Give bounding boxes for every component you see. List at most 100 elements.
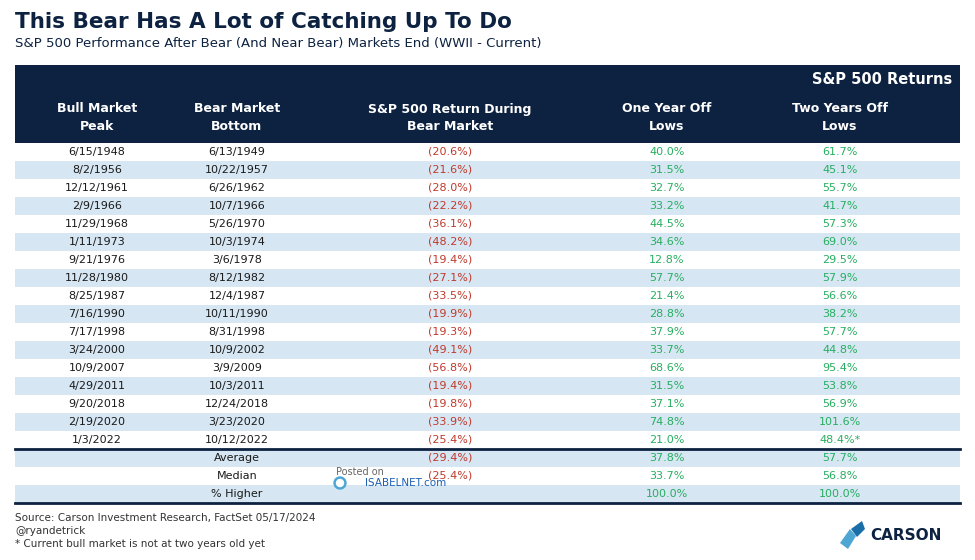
Text: 3/24/2000: 3/24/2000 [68, 345, 126, 355]
Text: 6/13/1949: 6/13/1949 [209, 147, 265, 157]
Text: 31.5%: 31.5% [649, 381, 684, 391]
Text: (20.6%): (20.6%) [428, 147, 472, 157]
Polygon shape [840, 529, 856, 549]
Text: 7/17/1998: 7/17/1998 [68, 327, 126, 337]
Bar [15, 395, 960, 413]
Bar [15, 377, 960, 395]
Text: 12/4/1987: 12/4/1987 [209, 291, 265, 301]
Text: 37.8%: 37.8% [649, 453, 684, 463]
Text: 8/25/1987: 8/25/1987 [68, 291, 126, 301]
Text: 34.6%: 34.6% [649, 237, 684, 247]
Text: 41.7%: 41.7% [822, 201, 858, 211]
Text: 8/12/1982: 8/12/1982 [209, 273, 265, 283]
Text: (56.8%): (56.8%) [428, 363, 472, 373]
Text: S&P 500 Returns: S&P 500 Returns [812, 72, 952, 86]
Text: 57.7%: 57.7% [822, 327, 858, 337]
Text: Source: Carson Investment Research, FactSet 05/17/2024: Source: Carson Investment Research, Fact… [15, 513, 316, 523]
Bar [15, 323, 960, 341]
Text: 10/3/2011: 10/3/2011 [209, 381, 265, 391]
Polygon shape [851, 521, 865, 537]
Text: 55.7%: 55.7% [822, 183, 858, 193]
Text: Lows: Lows [822, 120, 858, 133]
Text: 11/29/1968: 11/29/1968 [65, 219, 129, 229]
Text: 44.8%: 44.8% [822, 345, 858, 355]
Text: 12.8%: 12.8% [649, 255, 684, 265]
Text: (49.1%): (49.1%) [428, 345, 472, 355]
Text: (33.5%): (33.5%) [428, 291, 472, 301]
Text: 28.8%: 28.8% [649, 309, 684, 319]
Text: 10/7/1966: 10/7/1966 [209, 201, 265, 211]
Text: 4/29/2011: 4/29/2011 [68, 381, 126, 391]
Text: 33.7%: 33.7% [649, 345, 684, 355]
Text: Posted on: Posted on [336, 467, 384, 477]
Text: S&P 500 Performance After Bear (And Near Bear) Markets End (WWII - Current): S&P 500 Performance After Bear (And Near… [15, 37, 541, 50]
Text: (19.8%): (19.8%) [428, 399, 472, 409]
Text: 56.6%: 56.6% [822, 291, 858, 301]
Text: Bottom: Bottom [212, 120, 262, 133]
Text: 33.2%: 33.2% [649, 201, 684, 211]
Circle shape [336, 479, 343, 487]
Bar [15, 467, 960, 485]
Bar [15, 143, 960, 161]
Text: (27.1%): (27.1%) [428, 273, 472, 283]
Bar [15, 65, 960, 93]
Text: 6/26/1962: 6/26/1962 [209, 183, 265, 193]
Text: 1/3/2022: 1/3/2022 [72, 435, 122, 445]
Text: 3/6/1978: 3/6/1978 [213, 255, 262, 265]
Text: 56.9%: 56.9% [822, 399, 858, 409]
Text: 9/21/1976: 9/21/1976 [68, 255, 126, 265]
Text: 37.9%: 37.9% [649, 327, 684, 337]
Text: 8/2/1956: 8/2/1956 [72, 165, 122, 175]
Text: (19.4%): (19.4%) [428, 381, 472, 391]
Text: 10/11/1990: 10/11/1990 [205, 309, 269, 319]
Bar [15, 197, 960, 215]
Text: 100.0%: 100.0% [819, 489, 861, 499]
Text: (36.1%): (36.1%) [428, 219, 472, 229]
Text: (28.0%): (28.0%) [428, 183, 472, 193]
Text: 8/31/1998: 8/31/1998 [209, 327, 265, 337]
Text: 68.6%: 68.6% [649, 363, 684, 373]
Text: 11/28/1980: 11/28/1980 [65, 273, 129, 283]
Bar [15, 305, 960, 323]
Text: 61.7%: 61.7% [822, 147, 858, 157]
Text: (29.4%): (29.4%) [428, 453, 472, 463]
Text: 10/12/2022: 10/12/2022 [205, 435, 269, 445]
Text: 31.5%: 31.5% [649, 165, 684, 175]
Text: 53.8%: 53.8% [822, 381, 858, 391]
Text: This Bear Has A Lot of Catching Up To Do: This Bear Has A Lot of Catching Up To Do [15, 12, 512, 32]
Text: 48.4%*: 48.4%* [819, 435, 861, 445]
Text: 12/24/2018: 12/24/2018 [205, 399, 269, 409]
Text: Two Years Off: Two Years Off [792, 102, 888, 115]
Text: 21.4%: 21.4% [649, 291, 684, 301]
Text: 29.5%: 29.5% [822, 255, 858, 265]
Text: 12/12/1961: 12/12/1961 [65, 183, 129, 193]
Bar [15, 485, 960, 503]
Text: Bull Market: Bull Market [57, 102, 137, 115]
Text: Peak: Peak [80, 120, 114, 133]
Text: 10/22/1957: 10/22/1957 [205, 165, 269, 175]
Text: (33.9%): (33.9%) [428, 417, 472, 427]
Text: S&P 500 Return During: S&P 500 Return During [369, 102, 531, 115]
Text: 9/20/2018: 9/20/2018 [68, 399, 126, 409]
Text: (21.6%): (21.6%) [428, 165, 472, 175]
Text: 45.1%: 45.1% [822, 165, 858, 175]
Text: Average: Average [214, 453, 260, 463]
Bar [15, 161, 960, 179]
Bar [15, 449, 960, 467]
Text: 57.9%: 57.9% [822, 273, 858, 283]
Text: 95.4%: 95.4% [822, 363, 858, 373]
Text: Bear Market: Bear Market [194, 102, 280, 115]
Text: 7/16/1990: 7/16/1990 [68, 309, 126, 319]
Text: 57.7%: 57.7% [649, 273, 684, 283]
Text: * Current bull market is not at two years old yet: * Current bull market is not at two year… [15, 539, 265, 549]
Text: 3/23/2020: 3/23/2020 [209, 417, 265, 427]
Bar [15, 269, 960, 287]
Text: 57.3%: 57.3% [822, 219, 858, 229]
Bar [15, 251, 960, 269]
Text: 56.8%: 56.8% [822, 471, 858, 481]
Text: 2/9/1966: 2/9/1966 [72, 201, 122, 211]
Text: (19.3%): (19.3%) [428, 327, 472, 337]
Text: 44.5%: 44.5% [649, 219, 684, 229]
Bar [15, 341, 960, 359]
Text: @ryandetrick: @ryandetrick [15, 526, 85, 536]
